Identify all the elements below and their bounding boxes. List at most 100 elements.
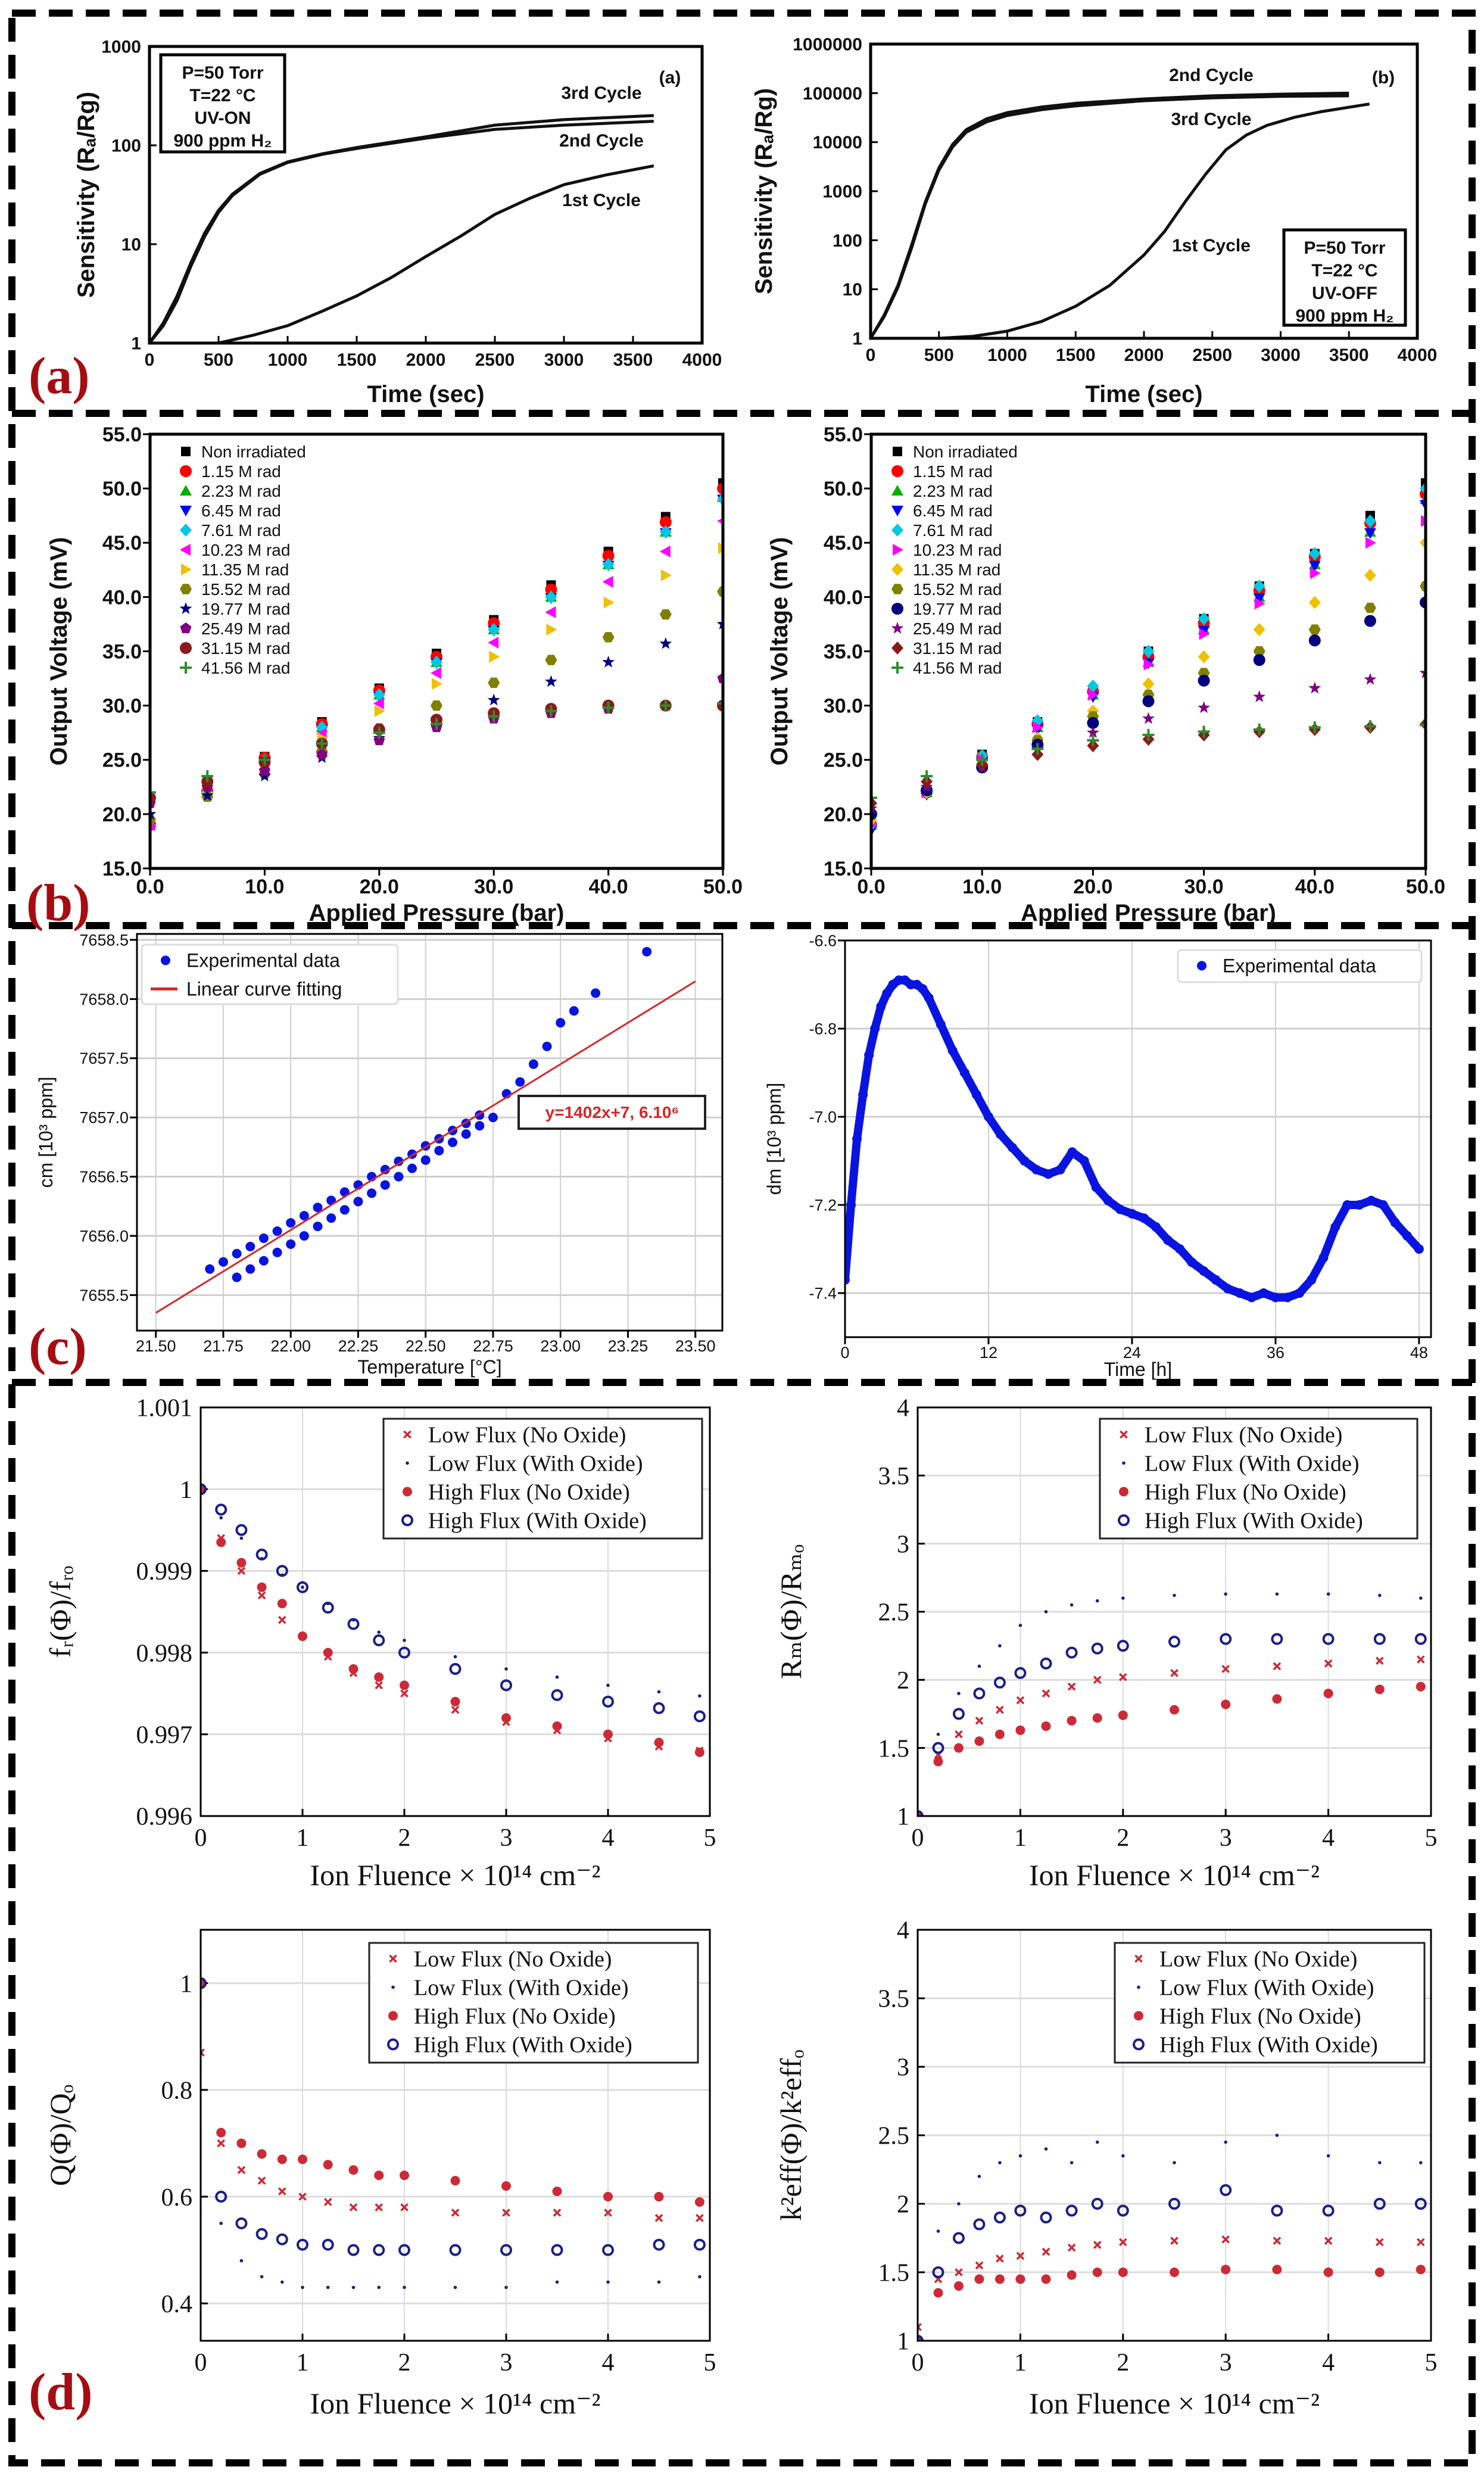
data-point [1364,672,1377,685]
data-point [316,748,328,759]
data-point [693,1710,706,1723]
data-point [936,1733,940,1736]
data-point [1065,1646,1078,1659]
data-point [1020,1156,1030,1166]
y-tick-label: 7658.5 [79,931,129,949]
data-point [400,2170,409,2181]
legend-label: 7.61 M rad [201,521,281,540]
data-point [1139,1213,1149,1223]
data-point [502,2209,510,2217]
legend-marker [1118,1514,1130,1527]
data-point [556,1018,566,1028]
data-point [996,1705,1004,1714]
data-point [276,2233,288,2245]
data-point [1199,1266,1209,1276]
y-tick-label: 100000 [803,84,862,104]
series-line [149,164,654,343]
series-low-flux-no-oxide [918,2235,1425,2331]
x-tick-label: 2500 [475,350,515,370]
series-high-flux-no-oxide [918,1681,1426,1816]
y-tick-label: 25.0 [824,749,863,772]
data-point [218,1257,228,1267]
data-point [1364,528,1376,539]
data-point [694,1747,704,1757]
legend-entry: High Flux (No Oxide) [1119,1480,1346,1505]
data-point [245,1264,255,1274]
data-point [918,2323,922,2331]
plot-frame [844,939,1432,1338]
data-point [326,2285,330,2290]
legend-label: Non irradiated [201,443,306,461]
y-axis-label: Output Voltage (mV) [46,537,72,766]
x-tick-label: 21.75 [203,1337,244,1355]
x-tick-label: 4 [1322,1824,1335,1852]
data-point [1087,734,1099,746]
data-point [298,1631,307,1642]
data-point [921,770,933,783]
data-point [696,2214,704,2222]
legend-label: 25.49 M rad [201,619,290,638]
data-point [351,2285,356,2290]
y-tick-label: 7657.5 [79,1049,129,1067]
data-point [236,2138,247,2148]
data-point [1326,1592,1330,1596]
x-tick-label: 3 [500,2349,513,2377]
data-point [373,2244,385,2256]
x-tick-label: 50.0 [1406,876,1445,898]
conditions-line: 900 ppm H₂ [173,131,272,151]
data-point [1323,1689,1333,1699]
data-point [258,1233,269,1243]
data-point [1018,2154,1022,2158]
x-tick-label: 1000 [987,345,1027,365]
data-point [936,2229,940,2233]
legend-label: Low Flux (No Oxide) [1145,1423,1342,1448]
data-point [993,1676,1006,1689]
x-tick-label: 20.0 [360,876,399,898]
legend-box [1099,1418,1418,1540]
data-point [955,2268,963,2276]
data-point [973,2218,986,2231]
data-point [994,2274,1005,2284]
data-point [215,1503,227,1516]
data-point [1033,721,1044,734]
data-point [871,792,877,804]
data-point [1127,1209,1137,1219]
data-point [1416,2238,1425,2247]
y-tick-label: 15.0 [102,858,142,880]
legend-entry: 2.23 M rad [180,482,281,500]
legend-marker [1197,961,1206,971]
legend-marker [180,524,192,537]
data-point [201,770,214,783]
data-point [1414,2198,1427,2210]
x-tick-label: 0 [912,1824,924,1852]
data-point [1142,677,1155,691]
y-tick-label: 0.4 [161,2291,193,2318]
data-point [659,699,672,712]
legend-box [368,1942,699,2064]
legend-entry: 11.35 M rad [181,560,289,579]
x-tick-label: 500 [924,345,954,365]
legend-label: 31.15 M rad [913,639,1002,658]
data-point [217,2139,226,2148]
legend-marker [403,1487,412,1497]
series-1st-cycle [149,164,654,343]
y-tick-label: -7.0 [809,1108,837,1126]
data-point [602,2244,614,2256]
data-point [1364,514,1376,528]
x-tick-label: 4000 [1398,345,1438,365]
data-point [394,1156,404,1166]
data-point [489,650,500,663]
legend-marker [1120,1430,1128,1439]
conditions-line: UV-OFF [1312,284,1377,303]
y-tick-label: 0.997 [136,1722,193,1749]
data-point [1318,1253,1329,1263]
legend-label: Experimental data [1223,955,1376,977]
data-point [1014,2204,1027,2217]
data-point [258,1256,269,1266]
data-point [1014,1667,1027,1679]
data-point [1067,2270,1077,2280]
legend-marker [387,2038,399,2051]
data-point [347,2244,360,2256]
